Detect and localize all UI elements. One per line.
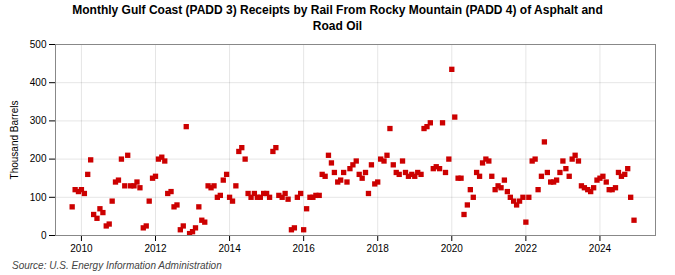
svg-text:500: 500	[30, 39, 47, 50]
svg-text:0: 0	[41, 230, 47, 241]
svg-text:100: 100	[30, 192, 47, 203]
svg-text:2018: 2018	[367, 243, 390, 254]
svg-text:Thousand Barrels: Thousand Barrels	[9, 101, 20, 180]
svg-text:2014: 2014	[218, 243, 241, 254]
svg-text:2016: 2016	[293, 243, 316, 254]
svg-text:2010: 2010	[70, 243, 93, 254]
html-text:Source: U.S. Energy Informatio: Source: U.S. Energy Information Administ…	[12, 260, 222, 272]
svg-text:200: 200	[30, 153, 47, 164]
html-text:Monthly Gulf Coast (PADD 3) Re: Monthly Gulf Coast (PADD 3) Receipts by …	[72, 3, 603, 33]
svg-text:2024: 2024	[589, 243, 612, 254]
svg-text:2020: 2020	[441, 243, 464, 254]
svg-text:400: 400	[30, 77, 47, 88]
svg-text:2012: 2012	[144, 243, 167, 254]
svg-text:2022: 2022	[515, 243, 538, 254]
svg-text:300: 300	[30, 115, 47, 126]
